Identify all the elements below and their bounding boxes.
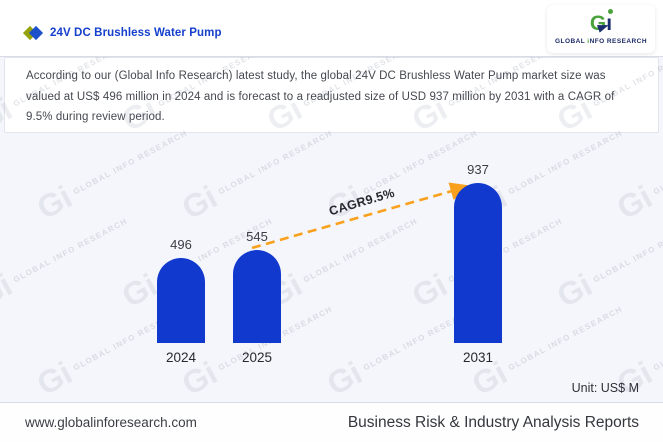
gi-logo-icon: Gı xyxy=(589,8,613,36)
page-title: 24V DC Brushless Water Pump xyxy=(50,27,222,39)
logo-letter-i: ı xyxy=(606,8,613,35)
unit-label: Unit: US$ M xyxy=(571,381,639,395)
bar-category-label: 2031 xyxy=(462,350,494,365)
footer: www.globalinforesearch.com Business Risk… xyxy=(0,402,663,442)
bar-value-label: 937 xyxy=(467,162,489,177)
cagr-trend-arrow xyxy=(251,182,472,250)
header: 24V DC Brushless Water Pump Gı GLOBAL iN… xyxy=(0,0,663,57)
bar-2025 xyxy=(233,249,281,343)
brand-logo: Gı GLOBAL iNFO RESEARCH xyxy=(547,5,655,53)
bar-chart: CAGR9.5% 496 2024 545 2025 937 2031 xyxy=(0,150,663,380)
bar-value-label: 545 xyxy=(246,228,268,244)
title-row: 24V DC Brushless Water Pump xyxy=(22,25,222,41)
footer-website: www.globalinforesearch.com xyxy=(25,415,197,430)
logo-letter-g: G xyxy=(589,11,607,35)
footer-tagline: Business Risk & Industry Analysis Report… xyxy=(347,413,639,431)
logo-dot-icon xyxy=(607,8,613,14)
summary-box: According to our (Global Info Research) … xyxy=(4,57,659,133)
bar-category-label: 2025 xyxy=(241,350,273,365)
bar-category-label: 2024 xyxy=(165,350,197,365)
bar-2031 xyxy=(454,183,502,343)
summary-text: According to our (Global Info Research) … xyxy=(26,70,615,123)
logo-caption: GLOBAL iNFO RESEARCH xyxy=(555,37,647,45)
body-area: According to our (Global Info Research) … xyxy=(0,57,663,402)
bar-2024 xyxy=(157,258,205,343)
bar-value-label: 496 xyxy=(170,237,192,253)
